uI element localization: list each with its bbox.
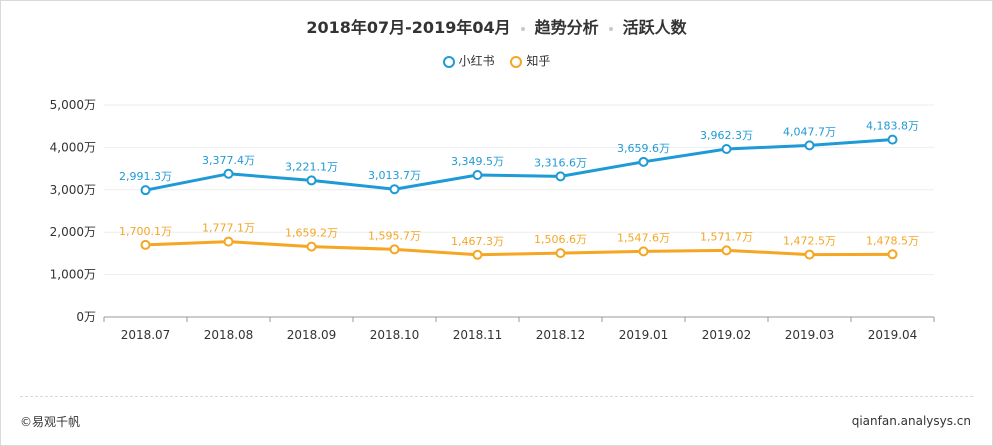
x-tick-label: 2019.02 [702, 328, 752, 342]
y-tick-label: 2,000万 [50, 225, 96, 239]
data-point [887, 249, 898, 260]
x-tick-label: 2019.01 [619, 328, 669, 342]
data-label: 1,472.5万 [783, 235, 836, 248]
data-point [140, 239, 151, 250]
data-point [472, 249, 483, 260]
y-tick-label: 5,000万 [50, 98, 96, 112]
series-line-xiaohongshu [145, 138, 893, 192]
legend-item-xiaohongshu[interactable]: 小红书 [442, 52, 495, 69]
data-label: 1,571.7万 [700, 230, 753, 243]
data-label: 3,221.1万 [285, 160, 338, 173]
y-tick-label: 1,000万 [50, 268, 96, 282]
data-label: 1,659.2万 [285, 227, 338, 240]
x-tick-label: 2018.12 [536, 328, 586, 342]
x-tick-label: 2018.11 [453, 328, 503, 342]
data-label: 1,478.5万 [866, 234, 919, 247]
footer-url: qianfan.analysys.cn [851, 414, 971, 428]
x-tick-label: 2018.07 [121, 328, 171, 342]
legend-label: 小红书 [458, 54, 495, 68]
data-label: 4,183.8万 [866, 120, 919, 133]
data-point [389, 184, 400, 195]
y-tick-label: 4,000万 [50, 140, 96, 154]
data-label: 1,595.7万 [368, 229, 421, 242]
data-point [223, 236, 234, 247]
title-date-range: 2018年07月-2019年04月 [306, 18, 511, 37]
data-point [638, 156, 649, 167]
data-label: 1,547.6万 [617, 231, 670, 244]
data-label: 3,377.4万 [202, 154, 255, 167]
data-point [721, 245, 732, 256]
data-point [555, 248, 566, 259]
data-label: 3,316.6万 [534, 156, 587, 169]
data-label: 3,962.3万 [700, 129, 753, 142]
legend-label: 知乎 [526, 54, 551, 68]
data-point [306, 241, 317, 252]
data-point [140, 185, 151, 196]
data-label: 3,659.6万 [617, 142, 670, 155]
data-label: 1,700.1万 [119, 225, 172, 238]
x-tick-label: 2018.08 [204, 328, 254, 342]
x-tick-label: 2019.03 [785, 328, 835, 342]
data-point [804, 140, 815, 151]
y-tick-label: 0万 [76, 310, 96, 324]
y-tick-label: 3,000万 [50, 183, 96, 197]
legend-marker-icon [442, 55, 455, 68]
data-point [223, 168, 234, 179]
title-section: 趋势分析 [534, 18, 599, 37]
data-label: 4,047.7万 [783, 125, 836, 138]
data-label: 1,506.6万 [534, 233, 587, 246]
data-label: 1,777.1万 [202, 222, 255, 235]
chart-legend: 小红书 知乎 [0, 52, 993, 69]
data-point [887, 134, 898, 145]
x-tick-label: 2018.09 [287, 328, 337, 342]
data-point [306, 175, 317, 186]
series-line-zhihu [145, 240, 893, 257]
data-point [638, 246, 649, 257]
data-label: 3,349.5万 [451, 155, 504, 168]
chart-title: 2018年07月-2019年04月 趋势分析 活跃人数 [0, 14, 993, 38]
data-label: 1,467.3万 [451, 235, 504, 248]
footer-divider [20, 396, 973, 397]
data-point [472, 169, 483, 180]
title-metric: 活跃人数 [622, 18, 687, 37]
data-label: 3,013.7万 [368, 169, 421, 182]
footer-brand: ©易观千帆 [20, 415, 81, 429]
data-label: 2,991.3万 [119, 170, 172, 183]
title-separator-dot [520, 26, 525, 31]
x-tick-label: 2018.10 [370, 328, 420, 342]
data-point [804, 249, 815, 260]
data-point [721, 143, 732, 154]
legend-marker-icon [510, 55, 523, 68]
title-separator-dot [608, 26, 613, 31]
x-tick-label: 2019.04 [868, 328, 918, 342]
data-point [389, 244, 400, 255]
data-point [555, 171, 566, 182]
legend-item-zhihu[interactable]: 知乎 [510, 52, 550, 69]
